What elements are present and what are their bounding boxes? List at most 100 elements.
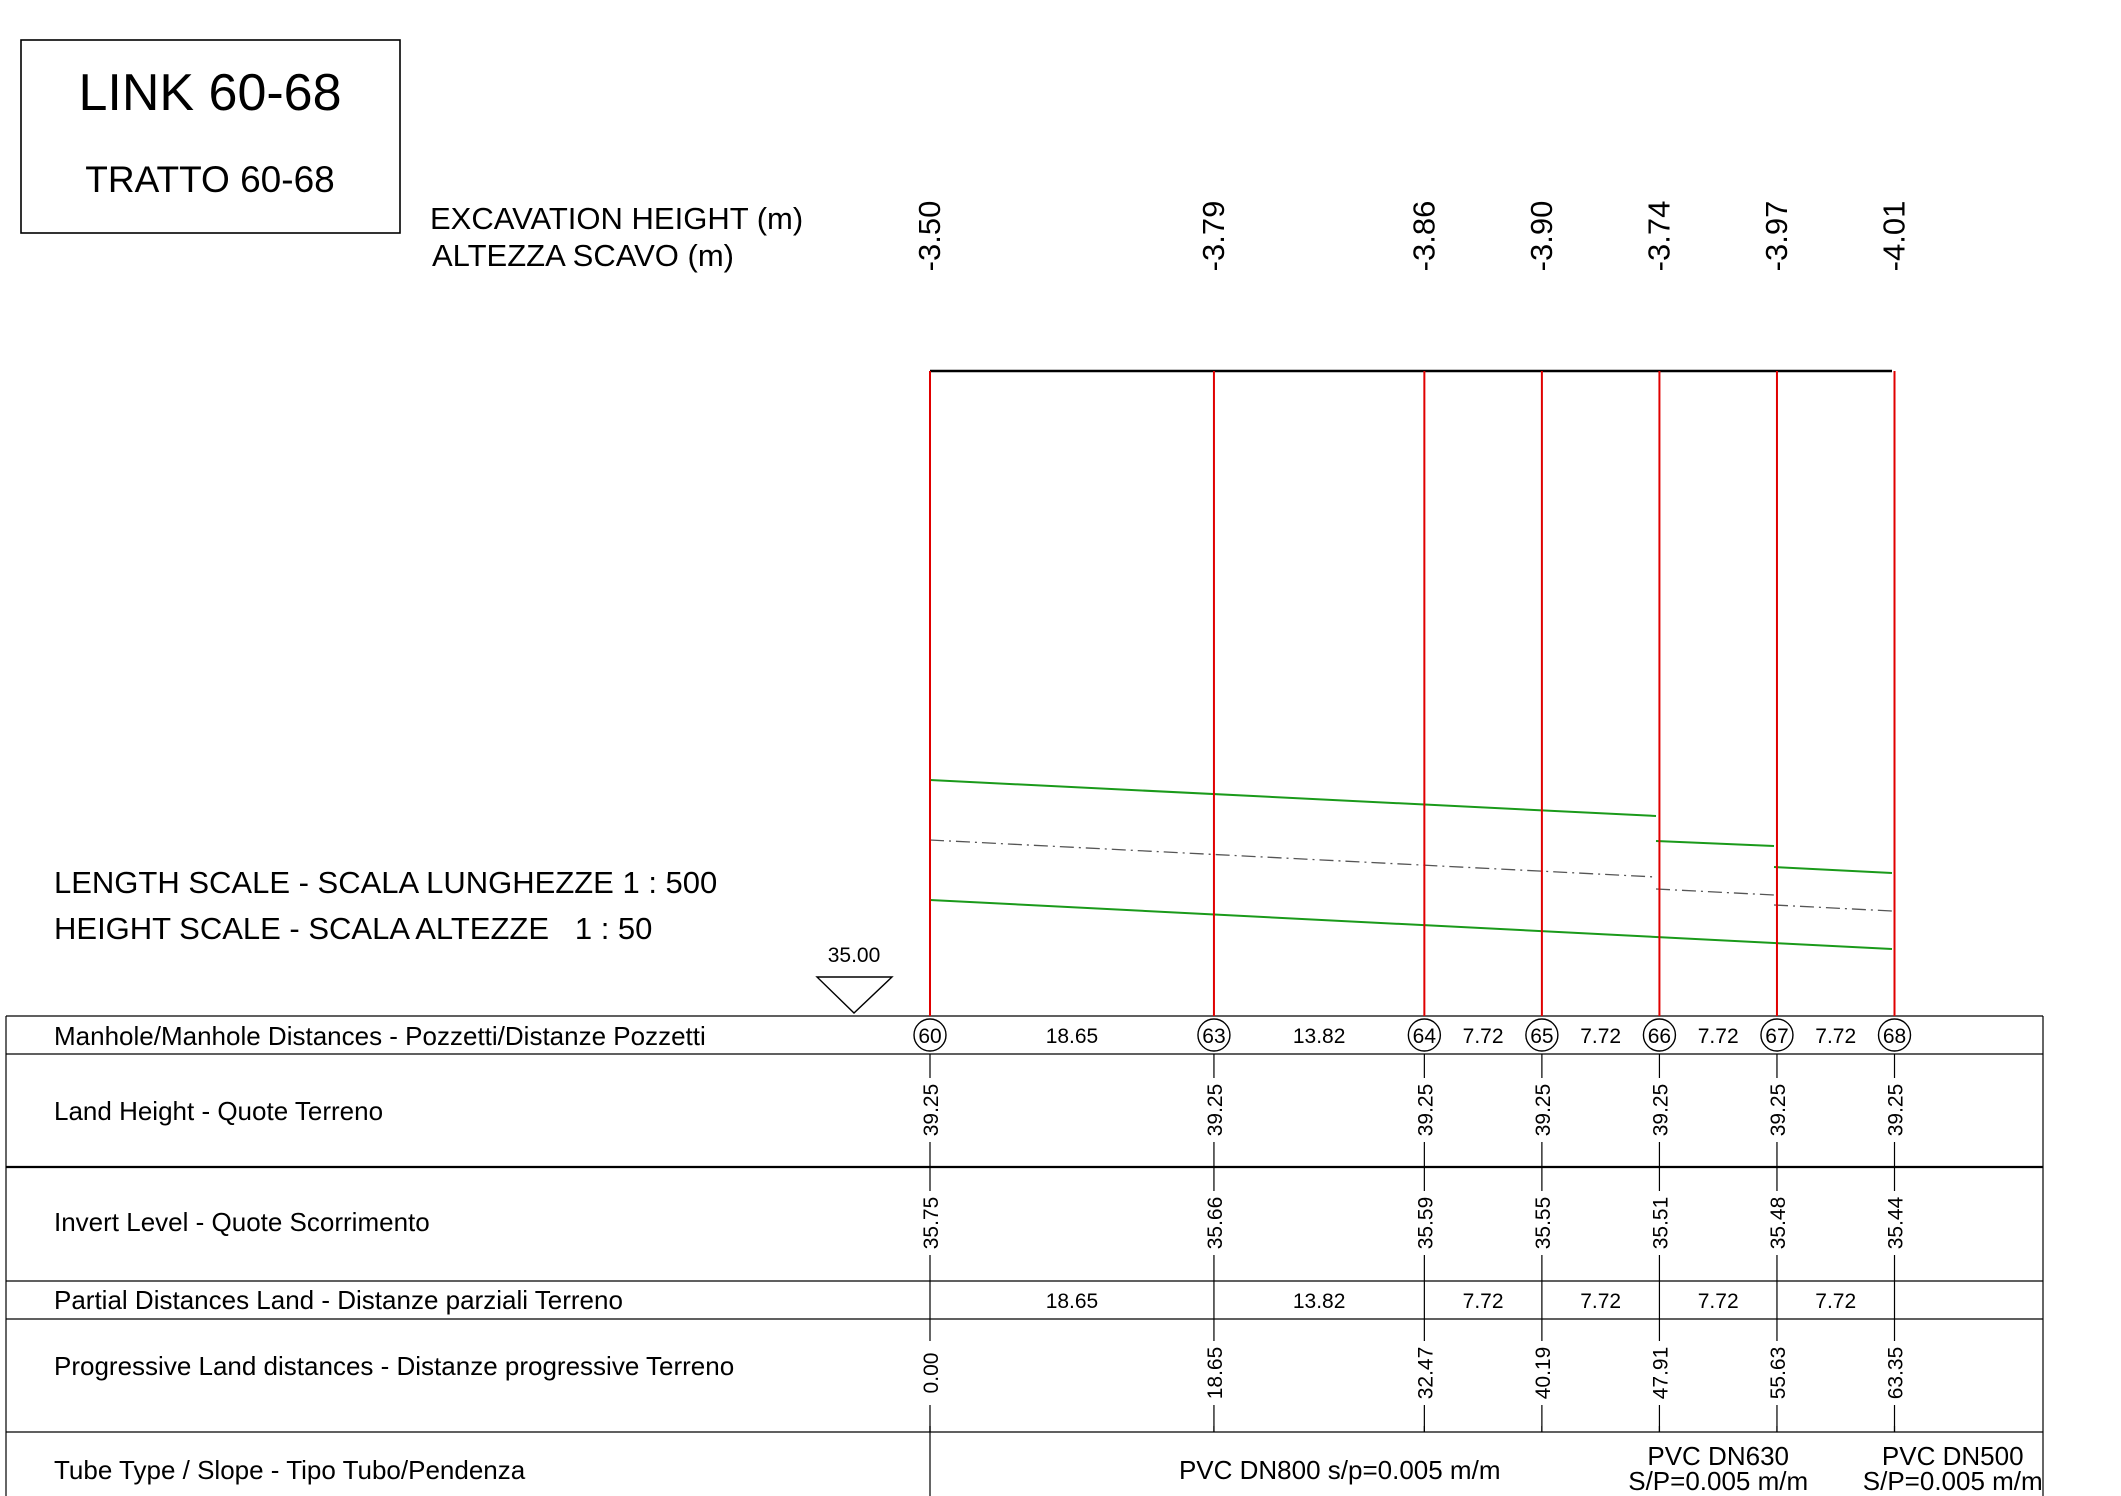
value-mask [917,1341,943,1405]
manhole-id: 65 [1530,1025,1553,1048]
datum-label: 35.00 [828,944,881,967]
tube-type: PVC DN630 [1647,1441,1789,1471]
excavation-label-it: ALTEZZA SCAVO (m) [432,238,734,273]
manhole-circle [1407,1018,1442,1052]
progressive-distance-value: 32.47 [1414,1347,1437,1400]
value-mask [1646,1341,1673,1405]
manhole-circle [1525,1018,1559,1052]
tube-labels: PVC DN800 s/p=0.005 m/m PVC DN630S/P=0.00… [1179,1441,2043,1496]
value-mask [1411,1078,1438,1142]
invert-level-value: 35.51 [1649,1197,1672,1250]
value-mask [1646,1191,1673,1255]
manhole-distance-value: 18.65 [1046,1025,1099,1048]
value-mask [1763,1191,1790,1255]
value-mask [1411,1341,1438,1405]
manhole-circle [1877,1018,1912,1052]
partial-distance-value: 7.72 [1815,1290,1856,1313]
manhole-id: 66 [1648,1025,1671,1048]
table-grid [5,1015,2044,1496]
partial-distance-value: 7.72 [1463,1290,1504,1313]
value-mask [1528,1078,1555,1142]
pipe-top-dn800 [929,779,1657,817]
excavation-height-value: -4.01 [1877,201,1912,272]
excavation-height-value: -3.97 [1759,201,1794,272]
value-mask [1528,1341,1555,1405]
manhole-circle [1642,1018,1677,1052]
excavation-height-value: -3.79 [1196,201,1231,272]
value-mask [1200,1191,1227,1255]
title-text: LINK 60-68 [78,64,341,122]
manhole-id: 60 [918,1025,941,1048]
value-mask [1528,1191,1555,1255]
progressive-distance-value: 40.19 [1532,1347,1555,1400]
value-mask [1881,1191,1908,1255]
manhole-stations: -3.506039.2535.750.00-3.796339.2535.6618… [912,201,1912,1432]
value-mask [1881,1341,1908,1405]
land-height-value: 39.25 [1649,1084,1672,1137]
height-scale-text: HEIGHT SCALE - SCALA ALTEZZE 1 : 50 [54,911,652,946]
datum-triangle [815,976,894,1014]
title-box [20,39,401,234]
pipe-top-dn500 [1773,866,1893,874]
land-height-value: 39.25 [920,1084,943,1137]
land-height-value: 39.25 [1532,1084,1555,1137]
invert-level-value: 35.48 [1767,1197,1790,1250]
progressive-distance-value: 47.91 [1649,1347,1672,1400]
manhole-distance-value: 13.82 [1293,1025,1346,1048]
row-label-partial: Partial Distances Land - Distanze parzia… [54,1285,623,1315]
value-mask [1646,1078,1673,1142]
partial-distance-value: 18.65 [1046,1290,1099,1313]
subtitle-text: TRATTO 60-68 [85,159,334,200]
excavation-height-value: -3.50 [912,201,947,272]
excavation-label-en: EXCAVATION HEIGHT (m) [430,201,803,236]
excavation-height-value: -3.86 [1406,201,1441,272]
manhole-circle [913,1018,947,1052]
length-scale-text: LENGTH SCALE - SCALA LUNGHEZZE 1 : 500 [54,865,717,900]
manhole-distance-value: 7.72 [1463,1025,1504,1048]
value-mask [1881,1078,1908,1142]
land-height-value: 39.25 [1885,1084,1908,1137]
invert-level-value: 35.66 [1204,1197,1227,1250]
manhole-circle [1760,1018,1794,1052]
land-height-value: 39.25 [1414,1084,1437,1137]
progressive-distance-value: 63.35 [1885,1347,1908,1400]
tube-slope: S/P=0.005 m/m [1863,1466,2043,1496]
partial-distance-value: 13.82 [1293,1290,1346,1313]
pipe-invert-line [929,899,1893,950]
row-label-manholes: Manhole/Manhole Distances - Pozzetti/Dis… [54,1021,706,1051]
manhole-id: 67 [1765,1025,1788,1048]
tube-type: PVC DN500 [1882,1441,2024,1471]
manhole-distance-value: 7.72 [1815,1025,1856,1048]
tube-slope: S/P=0.005 m/m [1628,1466,1808,1496]
partial-distance-value: 7.72 [1698,1290,1739,1313]
pipe-lines [929,779,1893,950]
segment-distances: 18.65 18.65 13.82 13.82 7.72 7.72 7.72 7.72 7.72… [1046,1025,1856,1313]
row-label-land-height: Land Height - Quote Terreno [54,1096,383,1126]
pipe-axis [929,839,1893,912]
excavation-height-value: -3.74 [1641,201,1676,272]
land-height-value: 39.25 [1767,1084,1790,1137]
manhole-id: 64 [1413,1025,1437,1048]
manhole-distance-value: 7.72 [1580,1025,1621,1048]
partial-distance-value: 7.72 [1580,1290,1621,1313]
value-mask [917,1078,943,1142]
row-label-tube: Tube Type / Slope - Tipo Tubo/Pendenza [54,1455,526,1485]
invert-level-value: 35.55 [1532,1197,1555,1250]
invert-level-value: 35.44 [1885,1196,1908,1249]
manhole-distance-value: 7.72 [1698,1025,1739,1048]
manhole-id: 63 [1202,1025,1225,1048]
invert-level-value: 35.75 [920,1197,943,1250]
value-mask [1411,1191,1438,1255]
value-mask [1200,1078,1227,1142]
progressive-distance-value: 18.65 [1204,1347,1227,1400]
invert-level-value: 35.59 [1414,1197,1437,1250]
row-label-progressive: Progressive Land distances - Distanze pr… [54,1351,734,1381]
land-height-value: 39.25 [1204,1084,1227,1137]
value-mask [1200,1341,1227,1405]
manhole-circle [1197,1018,1231,1052]
progressive-distance-value: 55.63 [1767,1347,1790,1400]
excavation-height-value: -3.90 [1524,201,1559,272]
pipe-top-dn630 [1655,840,1775,847]
value-mask [917,1191,943,1255]
